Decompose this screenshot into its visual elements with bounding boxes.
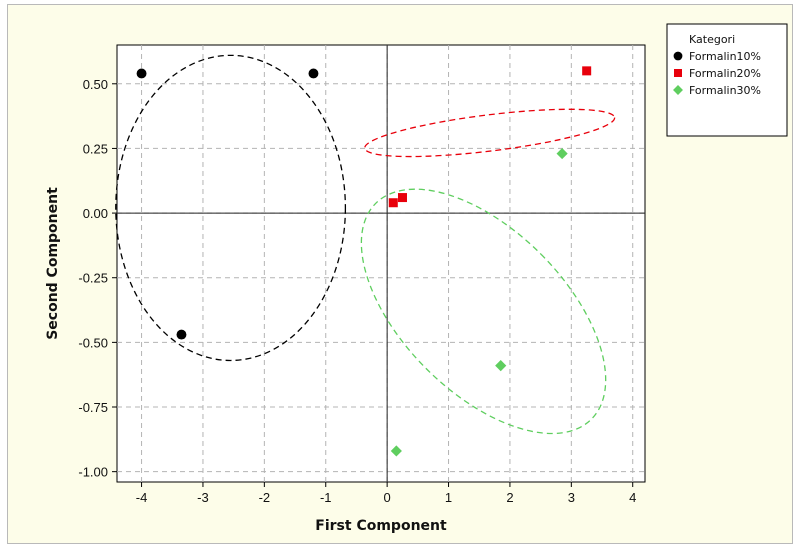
reference-lines xyxy=(117,45,645,482)
axis-ticks: -4 -3 -2 -1 0 1 2 3 4 0.50 0.25 0.00 -0.25 -0.50 -0.75… xyxy=(78,77,636,505)
legend-label-formalin20-: Formalin20% xyxy=(689,67,761,80)
ellipse-formalin30- xyxy=(360,188,607,435)
y-tick-label: 0.25 xyxy=(83,141,108,156)
ellipse-formalin20- xyxy=(364,108,616,158)
data-point-formalin20- xyxy=(388,198,398,208)
data-point-formalin10- xyxy=(308,68,319,79)
y-tick-label: 0.00 xyxy=(83,206,108,221)
data-points xyxy=(136,66,592,457)
legend-label-formalin30-: Formalin30% xyxy=(689,84,761,97)
x-tick-label: -2 xyxy=(259,490,271,505)
pca-scatter-chart: -4 -3 -2 -1 0 1 2 3 4 0.50 0.25 0.00 -0.25 -0.50 -0.75… xyxy=(45,23,788,534)
legend-label-formalin10-: Formalin10% xyxy=(689,50,761,63)
y-tick-label: -1.00 xyxy=(78,465,108,480)
legend-title: Kategori xyxy=(689,33,735,46)
x-tick-label: 4 xyxy=(629,490,636,505)
data-point-formalin30- xyxy=(556,148,568,160)
legend-items: Formalin10% Formalin20% Formalin30% xyxy=(673,50,761,97)
x-tick-label: -1 xyxy=(320,490,332,505)
y-tick-label: -0.75 xyxy=(78,400,108,415)
legend-marker-formalin20- xyxy=(674,69,682,77)
y-tick-label: 0.50 xyxy=(83,77,108,92)
data-point-formalin30- xyxy=(390,445,402,457)
legend: Kategori Formalin10% Formalin20% Formalin3… xyxy=(666,23,788,137)
x-tick-label: 1 xyxy=(445,490,452,505)
chart-frame: -4 -3 -2 -1 0 1 2 3 4 0.50 0.25 0.00 -0.25 -0.50 -0.75… xyxy=(7,4,793,544)
x-tick-label: 0 xyxy=(384,490,391,505)
legend-marker-formalin10- xyxy=(673,51,683,61)
data-point-formalin10- xyxy=(176,329,187,340)
x-tick-label: 3 xyxy=(568,490,575,505)
y-tick-label: -0.25 xyxy=(78,271,108,286)
ellipse-formalin10- xyxy=(115,54,347,362)
plot-area xyxy=(116,44,646,483)
confidence-ellipses xyxy=(115,54,616,435)
x-axis-title: First Component xyxy=(315,518,447,534)
y-tick-label: -0.50 xyxy=(78,335,108,350)
data-point-formalin30- xyxy=(495,360,507,372)
x-tick-label: -4 xyxy=(136,490,148,505)
legend-marker-formalin30- xyxy=(673,85,683,95)
data-point-formalin20- xyxy=(582,66,592,76)
y-axis-title: Second Component xyxy=(45,187,61,340)
x-tick-label: 2 xyxy=(506,490,513,505)
legend-box xyxy=(666,23,788,137)
data-point-formalin10- xyxy=(136,68,147,79)
x-tick-label: -3 xyxy=(197,490,209,505)
data-point-formalin20- xyxy=(397,193,407,203)
